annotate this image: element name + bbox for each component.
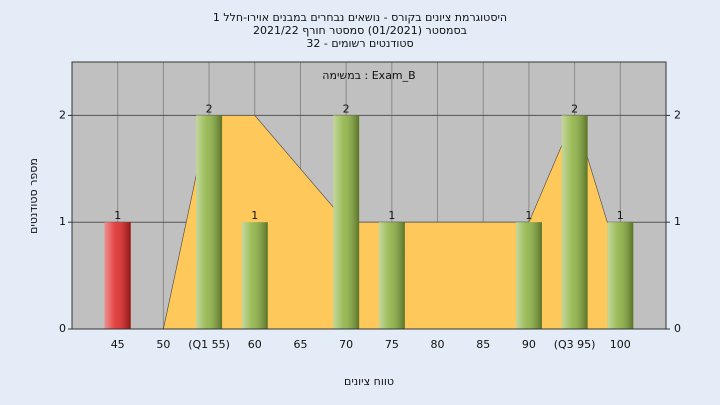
data-label: 2 <box>571 102 578 115</box>
data-label: 1 <box>617 209 624 222</box>
x-axis-label: טווח ציונים <box>344 375 394 388</box>
subtitle: במשימה : Exam_B <box>322 69 415 82</box>
data-label: 2 <box>343 102 350 115</box>
bar-shade <box>333 115 360 330</box>
x-tick-label: 90 <box>522 338 536 351</box>
y-tick-label: 2 <box>59 108 66 121</box>
title-line: סטודנטים רשומים - 32 <box>306 37 413 50</box>
data-label: 1 <box>251 209 258 222</box>
bar-shade <box>196 115 223 330</box>
y2-tick-label: 2 <box>674 108 681 121</box>
x-tick-label: 50 <box>156 338 170 351</box>
y2-tick-label: 0 <box>674 322 681 335</box>
x-tick-label: (Q3 95) <box>554 338 596 351</box>
data-label: 1 <box>114 209 121 222</box>
bar-shade <box>561 115 588 330</box>
x-tick-label: 75 <box>385 338 399 351</box>
data-label: 1 <box>525 209 532 222</box>
bar-shade <box>241 222 268 329</box>
x-tick-label: (Q1 55) <box>188 338 230 351</box>
y2-tick-label: 1 <box>674 215 681 228</box>
bar-shade <box>515 222 542 329</box>
title-line: היסטוגרמת ציונים בקורס - נושאים נבחרים ב… <box>213 11 507 24</box>
plot-border <box>71 61 667 330</box>
x-tick-label: 65 <box>293 338 307 351</box>
bar-shade <box>378 222 405 329</box>
x-tick-label: 100 <box>610 338 631 351</box>
y-tick-label: 1 <box>59 215 66 228</box>
y-axis-label: מספר סטודנטים <box>27 158 40 234</box>
title-line: בסמסטר (01/2021) סמסטר חורף 2021/22 <box>253 24 467 37</box>
bar-shade <box>104 222 131 329</box>
x-tick-label: 85 <box>476 338 490 351</box>
x-tick-label: 60 <box>248 338 262 351</box>
x-tick-label: 45 <box>111 338 125 351</box>
data-label: 2 <box>206 102 213 115</box>
x-tick-label: 70 <box>339 338 353 351</box>
bar-shade <box>607 222 634 329</box>
data-label: 1 <box>388 209 395 222</box>
y-tick-label: 0 <box>59 322 66 335</box>
x-tick-label: 80 <box>431 338 445 351</box>
